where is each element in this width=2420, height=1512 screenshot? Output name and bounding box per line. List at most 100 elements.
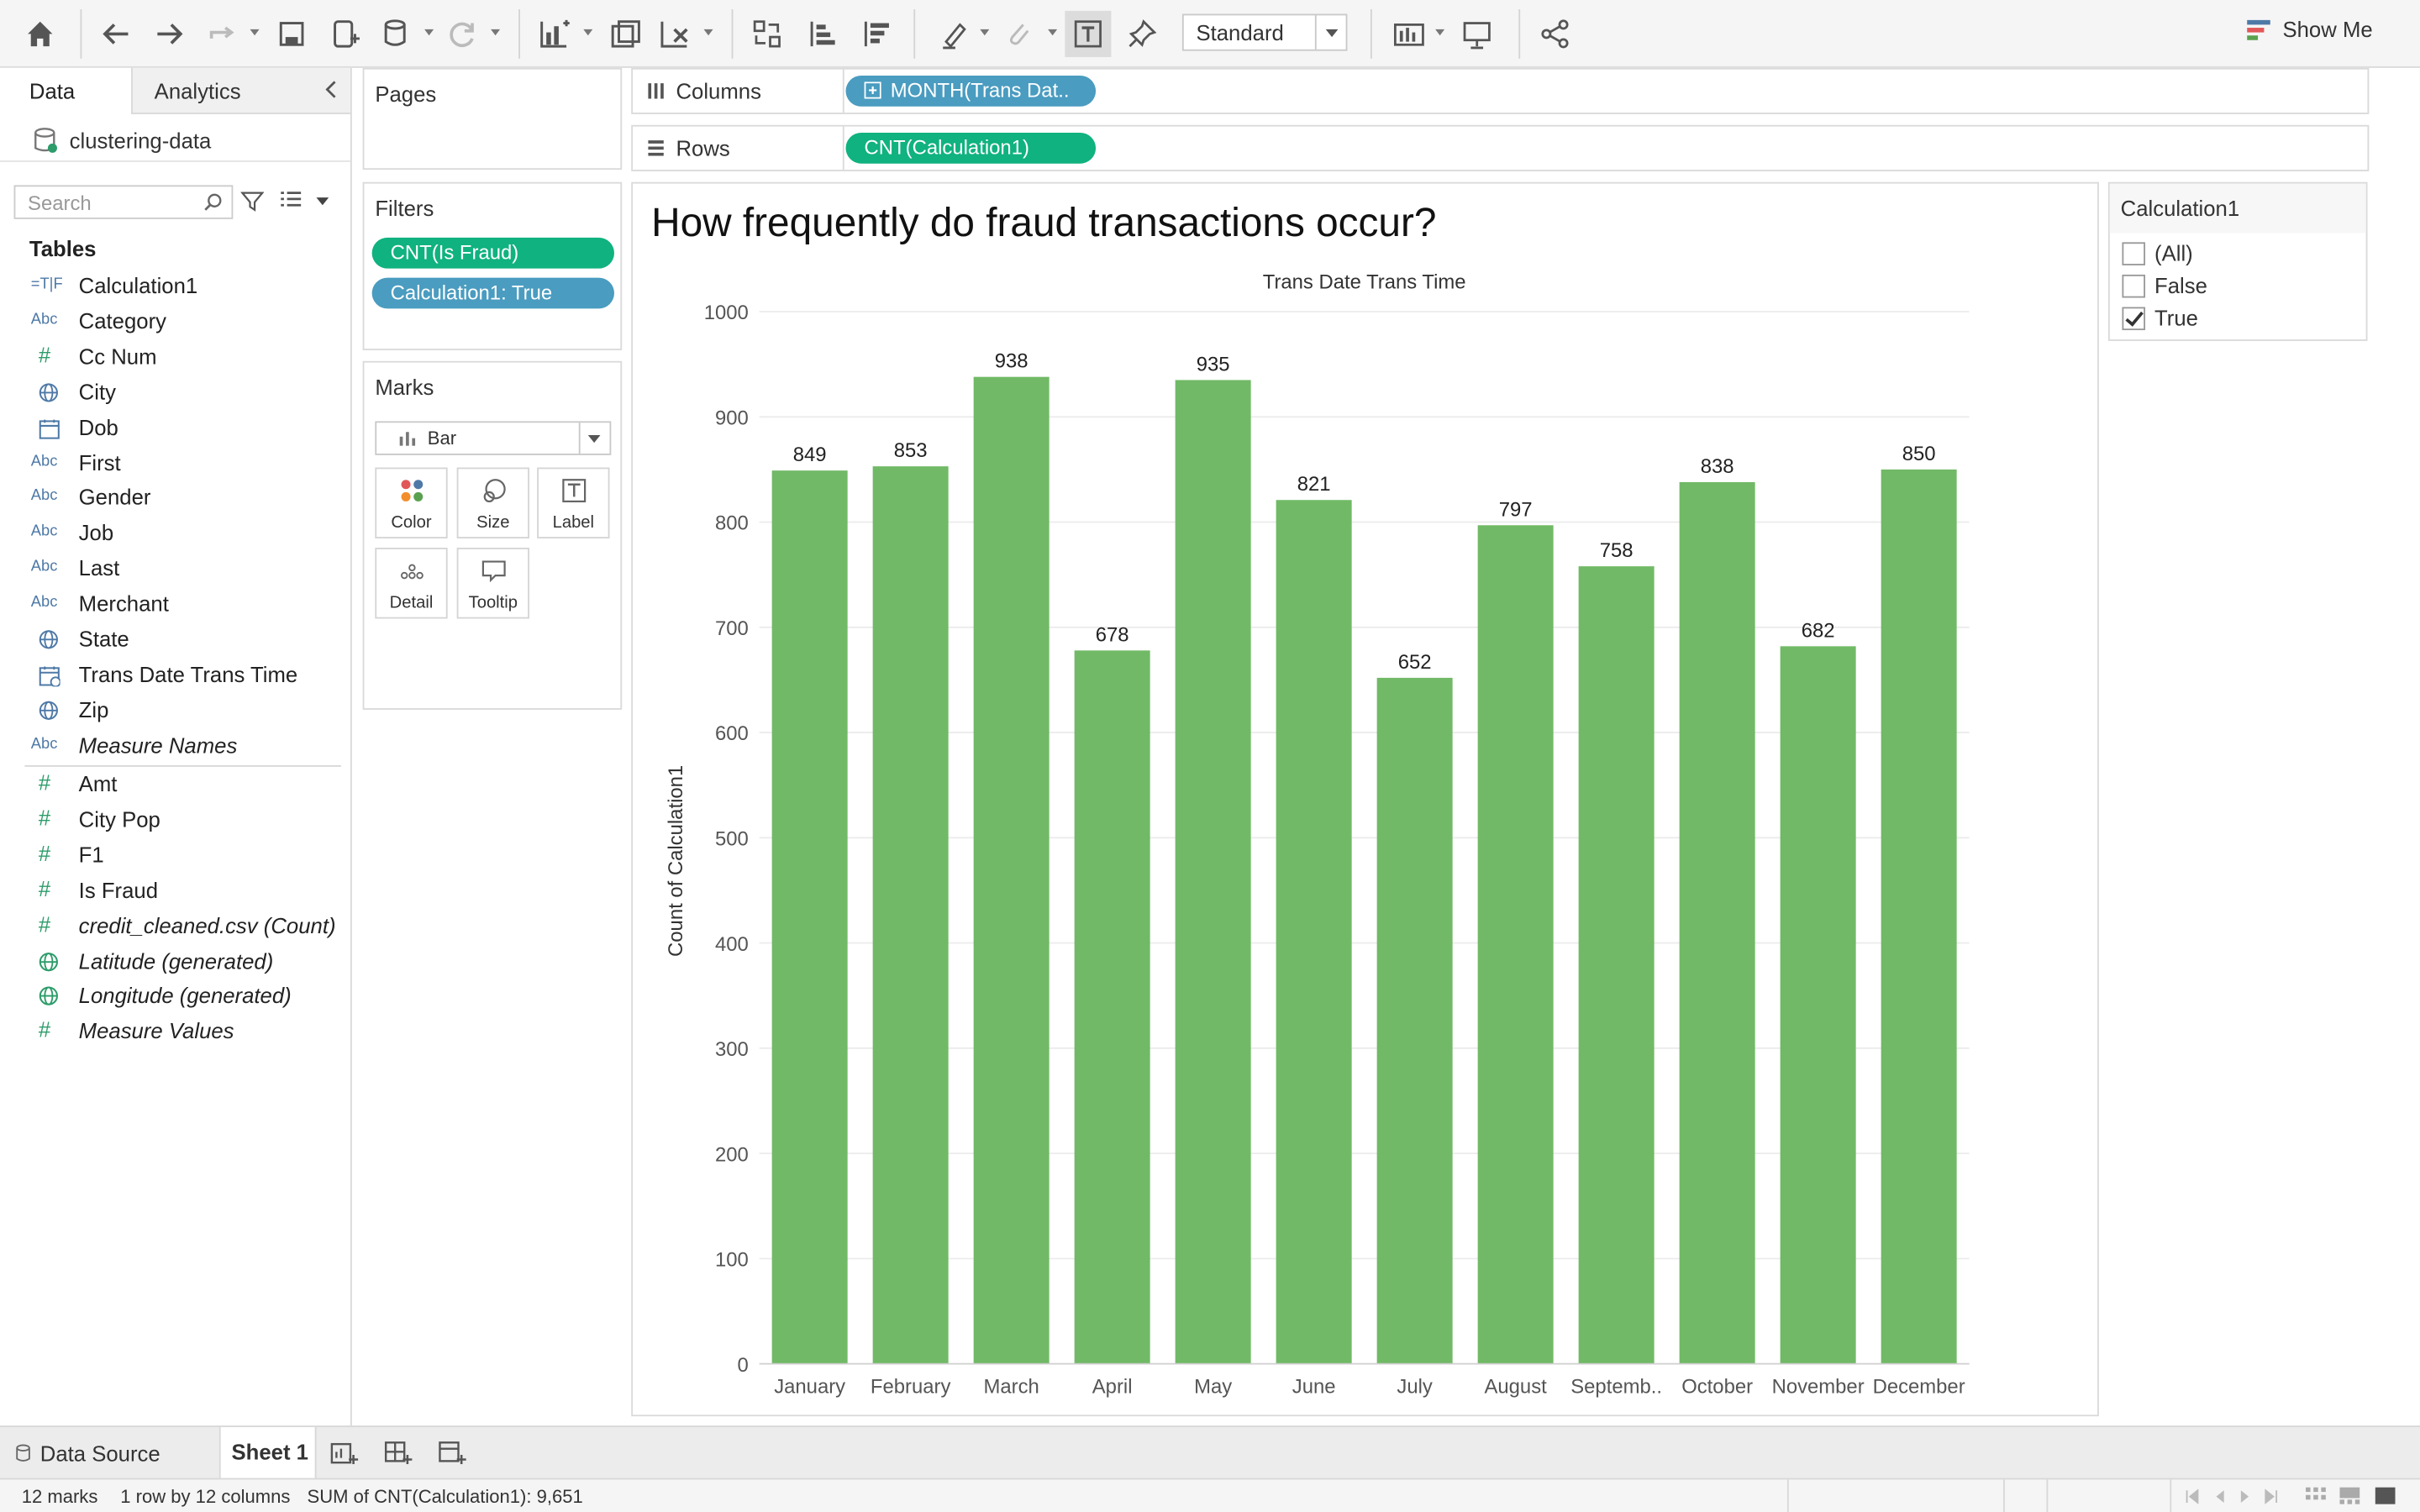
- filter-pill-calculation1[interactable]: Calculation1: True: [371, 277, 615, 309]
- filter-option-all[interactable]: (All): [2122, 241, 2193, 265]
- tabs-view-icon[interactable]: [2375, 1487, 2396, 1504]
- new-story-tab-icon[interactable]: [437, 1438, 468, 1469]
- marks-size-button[interactable]: Size: [456, 467, 529, 539]
- field-job[interactable]: Abc Job: [0, 517, 352, 551]
- show-me-icon: [2247, 17, 2273, 41]
- view-size-select[interactable]: Standard: [1181, 13, 1348, 51]
- rows-pill[interactable]: CNT(Calculation1): [845, 132, 1097, 164]
- datasource-item[interactable]: clustering-data: [34, 127, 211, 155]
- field-category[interactable]: Abc Category: [0, 305, 352, 339]
- y-tick-label: 100: [715, 1249, 749, 1272]
- field-dob[interactable]: Dob: [0, 412, 352, 445]
- rows-shelf[interactable]: Rows CNT(Calculation1): [631, 124, 2370, 171]
- data-source-tab[interactable]: Data Source: [0, 1427, 216, 1479]
- geographic-globe-icon: [39, 700, 76, 724]
- new-worksheet-tab-icon[interactable]: [329, 1438, 360, 1469]
- search-input[interactable]: Search: [13, 185, 234, 219]
- bar-july: [1376, 677, 1453, 1364]
- filter-icon[interactable]: [240, 190, 265, 213]
- redo-icon[interactable]: [146, 11, 192, 57]
- y-tick-label: 900: [715, 407, 749, 429]
- new-worksheet-icon[interactable]: [531, 11, 577, 57]
- sort-ascending-icon[interactable]: [799, 11, 845, 57]
- field-city[interactable]: City: [0, 376, 352, 410]
- filter-pill-is-fraud[interactable]: CNT(Is Fraud): [371, 237, 615, 269]
- replay-icon[interactable]: [199, 11, 245, 57]
- marks-tooltip-button[interactable]: Tooltip: [456, 548, 529, 619]
- last-sheet-icon[interactable]: [2264, 1488, 2279, 1504]
- field-measure-names[interactable]: Abc Measure Names: [0, 729, 352, 763]
- highlight-icon[interactable]: [931, 11, 977, 57]
- marks-detail-button[interactable]: Detail: [375, 548, 448, 619]
- new-dashboard-tab-icon[interactable]: [383, 1438, 414, 1469]
- columns-pill[interactable]: MONTH(Trans Dat..: [845, 75, 1097, 107]
- columns-shelf[interactable]: Columns MONTH(Trans Dat..: [631, 67, 2370, 114]
- tab-analytics[interactable]: Analytics: [131, 67, 350, 114]
- show-me-button[interactable]: Show Me: [2247, 17, 2373, 42]
- new-datasource-icon[interactable]: [321, 11, 367, 57]
- previous-sheet-icon[interactable]: [2212, 1488, 2227, 1504]
- field-is-fraud[interactable]: # Is Fraud: [0, 874, 352, 908]
- field-f1[interactable]: # F1: [0, 839, 352, 873]
- database-icon: [16, 1444, 30, 1462]
- list-view-icon[interactable]: [279, 190, 302, 210]
- checkbox[interactable]: [2122, 306, 2146, 330]
- mark-type-select[interactable]: Bar: [375, 421, 612, 455]
- swap-rows-columns-icon[interactable]: [744, 11, 790, 57]
- next-sheet-icon[interactable]: [2238, 1488, 2253, 1504]
- field-calculation1[interactable]: =T|F Calculation1: [0, 270, 352, 303]
- sheet-sorter-icon[interactable]: [2306, 1487, 2326, 1504]
- first-sheet-icon[interactable]: [2184, 1488, 2199, 1504]
- string-type-icon: Abc: [30, 594, 58, 612]
- undo-icon[interactable]: [92, 11, 139, 57]
- field-cc-num[interactable]: # Cc Num: [0, 341, 352, 375]
- presentation-mode-icon[interactable]: [1454, 11, 1500, 57]
- field-city-pop[interactable]: # City Pop: [0, 804, 352, 837]
- marks-label-button[interactable]: Label: [537, 467, 610, 539]
- pages-card[interactable]: Pages: [362, 67, 623, 171]
- refresh-icon[interactable]: [439, 11, 486, 57]
- marks-tooltip-label: Tooltip: [468, 594, 518, 613]
- string-type-icon: Abc: [30, 488, 58, 506]
- filter-option-false[interactable]: False: [2122, 273, 2207, 297]
- chevron-down-icon[interactable]: [578, 423, 610, 454]
- sheet-1-tab[interactable]: Sheet 1: [218, 1426, 317, 1478]
- field-zip[interactable]: Zip: [0, 694, 352, 727]
- filter-option-true[interactable]: True: [2122, 306, 2198, 330]
- columns-shelf-label: Columns: [633, 69, 844, 113]
- geographic-globe-icon: [39, 986, 76, 1011]
- field-gender[interactable]: Abc Gender: [0, 482, 352, 516]
- field-amt[interactable]: # Amt: [0, 769, 352, 802]
- field-latitude-generated[interactable]: Latitude (generated): [0, 945, 352, 979]
- field-trans-date-trans-time[interactable]: Trans Date Trans Time: [0, 659, 352, 692]
- field-first[interactable]: Abc First: [0, 447, 352, 480]
- field-state[interactable]: State: [0, 623, 352, 657]
- home-icon[interactable]: [17, 11, 63, 57]
- checkbox[interactable]: [2122, 274, 2146, 297]
- field-last[interactable]: Abc Last: [0, 553, 352, 586]
- marks-color-button[interactable]: Color: [375, 467, 448, 539]
- sort-descending-icon[interactable]: [854, 11, 900, 57]
- field-merchant[interactable]: Abc Merchant: [0, 588, 352, 622]
- pause-updates-icon[interactable]: [373, 11, 419, 57]
- field-measure-values[interactable]: # Measure Values: [0, 1016, 352, 1049]
- checkbox[interactable]: [2122, 241, 2146, 265]
- view-size-value: Standard: [1196, 19, 1284, 45]
- bar-chart-icon: [399, 432, 416, 446]
- chevron-down-icon[interactable]: [1314, 15, 1346, 50]
- show-cards-icon[interactable]: [1386, 11, 1432, 57]
- duplicate-sheet-icon[interactable]: [602, 11, 648, 57]
- save-icon[interactable]: [269, 11, 315, 57]
- filters-card[interactable]: Filters CNT(Is Fraud) Calculation1: True: [362, 181, 623, 350]
- field-credit-cleaned-csv-count[interactable]: # credit_cleaned.csv (Count): [0, 910, 352, 943]
- show-mark-labels-icon[interactable]: [1065, 10, 1112, 57]
- group-members-icon[interactable]: [996, 11, 1042, 57]
- fix-axes-pin-icon[interactable]: [1119, 11, 1165, 57]
- clear-sheet-icon[interactable]: [651, 11, 697, 57]
- share-icon[interactable]: [1533, 11, 1579, 57]
- chevron-down-icon[interactable]: [316, 197, 329, 206]
- filmstrip-icon[interactable]: [2339, 1487, 2360, 1504]
- tab-data[interactable]: Data: [0, 67, 130, 114]
- field-longitude-generated[interactable]: Longitude (generated): [0, 980, 352, 1014]
- collapse-pane-icon[interactable]: [323, 81, 341, 99]
